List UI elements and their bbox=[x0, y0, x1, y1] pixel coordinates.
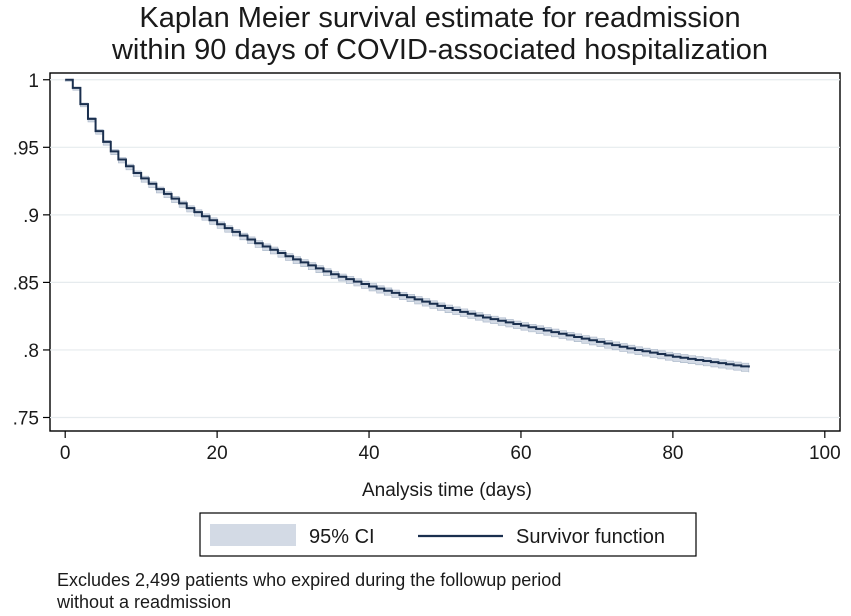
y-axis: 1 .95 .9 .85 .8 .75 bbox=[13, 71, 50, 429]
plot-area-frame bbox=[49, 72, 841, 432]
chart-note-line-1: Excludes 2,499 patients who expired duri… bbox=[57, 570, 561, 590]
x-tick-label: 80 bbox=[662, 443, 683, 464]
x-tick-label: 60 bbox=[510, 443, 531, 464]
x-axis: 0 20 40 60 80 100 bbox=[60, 431, 841, 464]
x-tick-label: 100 bbox=[809, 443, 841, 464]
chart-note-line-2: without a readmission bbox=[56, 592, 231, 612]
grid-lines bbox=[50, 79, 840, 419]
y-tick-label: .8 bbox=[23, 341, 39, 362]
y-tick-label: 1 bbox=[28, 71, 39, 92]
ci-band bbox=[64, 79, 750, 373]
legend-ci-swatch bbox=[210, 524, 296, 546]
x-axis-title: Analysis time (days) bbox=[362, 480, 532, 501]
y-tick-label: .95 bbox=[13, 138, 39, 159]
survivor-function-line bbox=[65, 78, 750, 368]
y-tick-label: .75 bbox=[13, 408, 39, 429]
legend-survivor-label: Survivor function bbox=[516, 526, 665, 548]
y-tick-label: .85 bbox=[13, 273, 39, 294]
x-tick-label: 0 bbox=[60, 443, 71, 464]
chart-title-line-2: within 90 days of COVID-associated hospi… bbox=[111, 34, 768, 66]
survivor-line-layer bbox=[65, 78, 750, 368]
legend-ci-label: 95% CI bbox=[309, 526, 375, 548]
x-tick-label: 40 bbox=[358, 443, 379, 464]
ci-band-layer bbox=[64, 79, 750, 373]
legend: 95% CI Survivor function bbox=[199, 512, 697, 557]
chart-title-line-1: Kaplan Meier survival estimate for readm… bbox=[139, 2, 740, 34]
x-tick-label: 20 bbox=[207, 443, 228, 464]
y-tick-label: .9 bbox=[23, 206, 39, 227]
